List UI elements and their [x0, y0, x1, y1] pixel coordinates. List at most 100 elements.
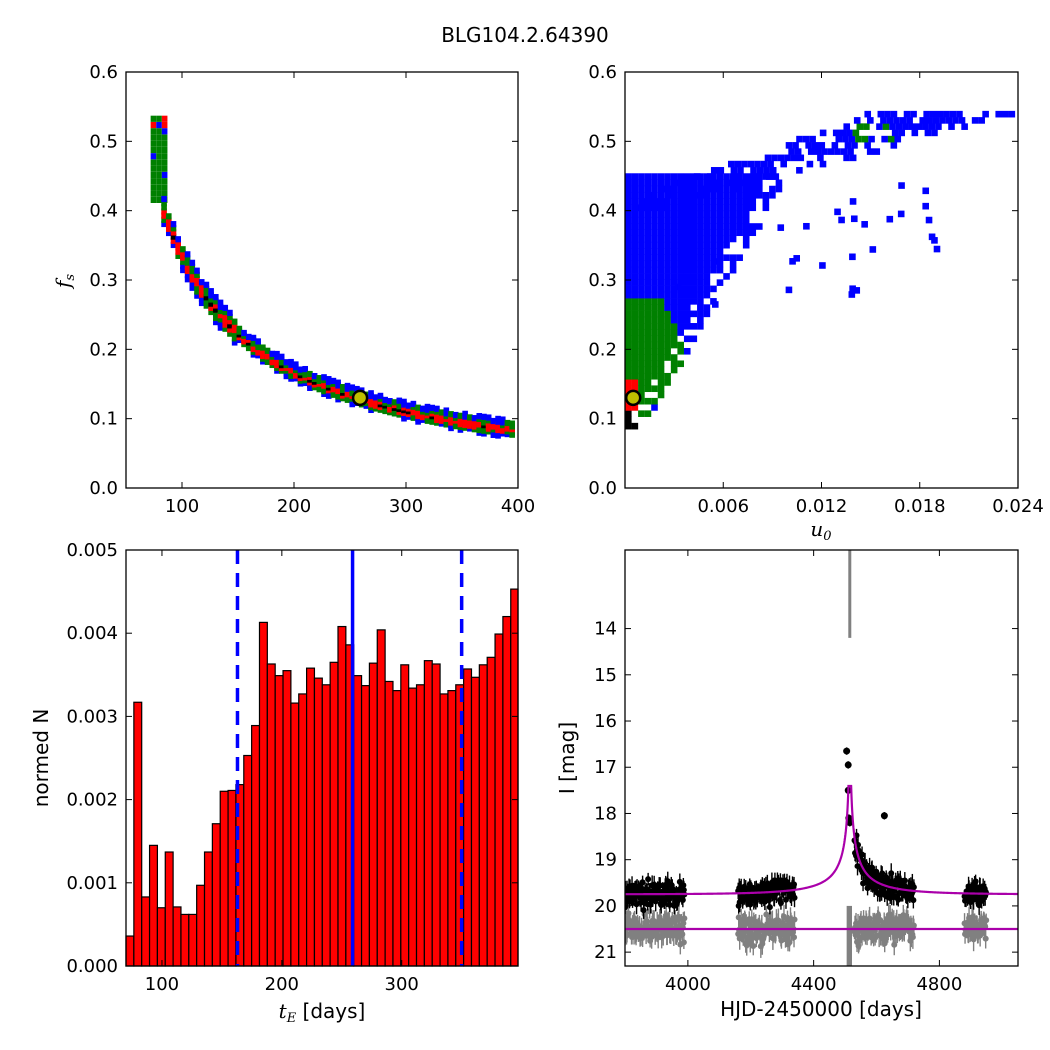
- heatmap-cell: [683, 223, 691, 230]
- heatmap-cell: [670, 291, 678, 299]
- heatmap-cell: [499, 416, 506, 423]
- histogram-bar: [258, 621, 268, 967]
- heatmap-cell: [644, 216, 652, 224]
- heatmap-cell: [625, 266, 632, 274]
- heatmap-cell: [898, 129, 906, 137]
- data-point: [910, 884, 917, 891]
- histogram-bar: [384, 680, 394, 967]
- heatmap-cell: [625, 298, 632, 305]
- heatmap-cell: [161, 153, 168, 160]
- heatmap-cell: [710, 285, 717, 293]
- heatmap-cell: [227, 309, 233, 316]
- heatmap-cell: [156, 159, 162, 166]
- heatmap-cell: [703, 285, 711, 293]
- heatmap-cell: [625, 347, 632, 355]
- heatmap-cell: [631, 179, 639, 187]
- histogram-bar: [298, 693, 308, 967]
- heatmap-cell: [161, 165, 168, 172]
- heatmap-cell: [222, 325, 229, 332]
- heatmap-cell: [664, 173, 671, 180]
- heatmap-cell: [644, 179, 652, 187]
- heatmap-cell: [664, 379, 671, 386]
- heatmap-cell: [638, 279, 645, 286]
- heatmap-cell: [716, 204, 724, 212]
- heatmap-cell: [631, 323, 639, 330]
- heatmap-cell: [978, 117, 985, 124]
- heatmap-cell: [631, 254, 639, 261]
- heatmap-cell: [657, 372, 665, 380]
- heatmap-cell: [703, 273, 711, 280]
- heatmap-cell: [762, 198, 770, 205]
- heatmap-cell: [631, 366, 639, 374]
- data-point: [640, 907, 647, 914]
- panel-fs-vs-u0: 0.006 0.012 0.018 0.024 0.0 0.1 0.2 0.3 0.4 0.5 0.…: [588, 62, 1043, 544]
- heatmap-cell: [849, 285, 856, 293]
- heatmap-cell: [638, 235, 645, 243]
- y-tick-label: 0.1: [89, 409, 118, 430]
- p4-model-curves: [625, 784, 1018, 931]
- heatmap-cell: [697, 241, 704, 249]
- heatmap-cell: [644, 366, 652, 374]
- heatmap-cell: [161, 140, 168, 147]
- heatmap-cell: [664, 341, 671, 349]
- heatmap-cell: [727, 160, 735, 168]
- heatmap-cell: [697, 316, 704, 324]
- heatmap-cell: [666, 185, 673, 193]
- heatmap-cell: [677, 248, 684, 255]
- heatmap-cell: [850, 215, 858, 223]
- heatmap-cell: [729, 198, 737, 205]
- residual-point: [891, 941, 898, 948]
- heatmap-cell: [677, 304, 684, 311]
- heatmap-cell: [903, 110, 911, 118]
- histogram-bar: [392, 690, 402, 967]
- heatmap-cell: [161, 190, 168, 197]
- heatmap-cell: [821, 148, 828, 155]
- heatmap-cell: [661, 204, 668, 212]
- heatmap-cell: [891, 129, 899, 137]
- heatmap-cell: [664, 329, 671, 336]
- heatmap-cell: [150, 128, 157, 135]
- heatmap-cell: [939, 117, 946, 124]
- heatmap-cell: [664, 260, 671, 268]
- heatmap-cell: [710, 210, 717, 218]
- p2-heatmap-cells: [625, 110, 1016, 430]
- heatmap-cell: [165, 213, 172, 220]
- heatmap-cell: [231, 331, 238, 338]
- heatmap-cell: [651, 241, 658, 249]
- residual-peak-band: [846, 905, 852, 966]
- heatmap-cell: [161, 216, 167, 223]
- heatmap-cell: [902, 123, 909, 130]
- heatmap-cell: [788, 148, 795, 155]
- heatmap-cell: [831, 142, 839, 149]
- heatmap-cell: [697, 310, 704, 318]
- heatmap-cell: [710, 241, 717, 249]
- heatmap-cell: [657, 391, 665, 399]
- heatmap-cell: [945, 117, 953, 124]
- heatmap-cell: [736, 210, 743, 218]
- heatmap-cell: [194, 284, 200, 291]
- heatmap-cell: [742, 241, 750, 249]
- heatmap-cell: [736, 198, 743, 205]
- panel-fs-vs-tE: 100 200 300 400 0.0 0.1 0.2 0.3 0.4 0.5 0.6 fs: [51, 62, 535, 517]
- heatmap-cell: [835, 135, 843, 143]
- heatmap-cell: [894, 135, 902, 143]
- p4-data-points: [625, 747, 990, 919]
- heatmap-cell: [625, 204, 632, 212]
- heatmap-cell: [819, 160, 827, 168]
- heatmap-cell: [716, 279, 724, 286]
- heatmap-cell: [222, 308, 229, 316]
- heatmap-cell: [255, 338, 261, 345]
- heatmap-cell: [657, 254, 665, 261]
- heatmap-cell: [736, 223, 743, 230]
- heatmap-cell: [703, 198, 711, 205]
- heatmap-cell: [651, 260, 658, 268]
- heatmap-cell: [677, 291, 684, 299]
- heatmap-cell: [685, 185, 693, 193]
- heatmap-cell: [670, 329, 678, 336]
- heatmap-cell: [657, 210, 665, 218]
- heatmap-cell: [161, 171, 168, 179]
- heatmap-cell: [644, 279, 652, 286]
- heatmap-cell: [150, 159, 157, 166]
- heatmap-cell: [150, 121, 157, 129]
